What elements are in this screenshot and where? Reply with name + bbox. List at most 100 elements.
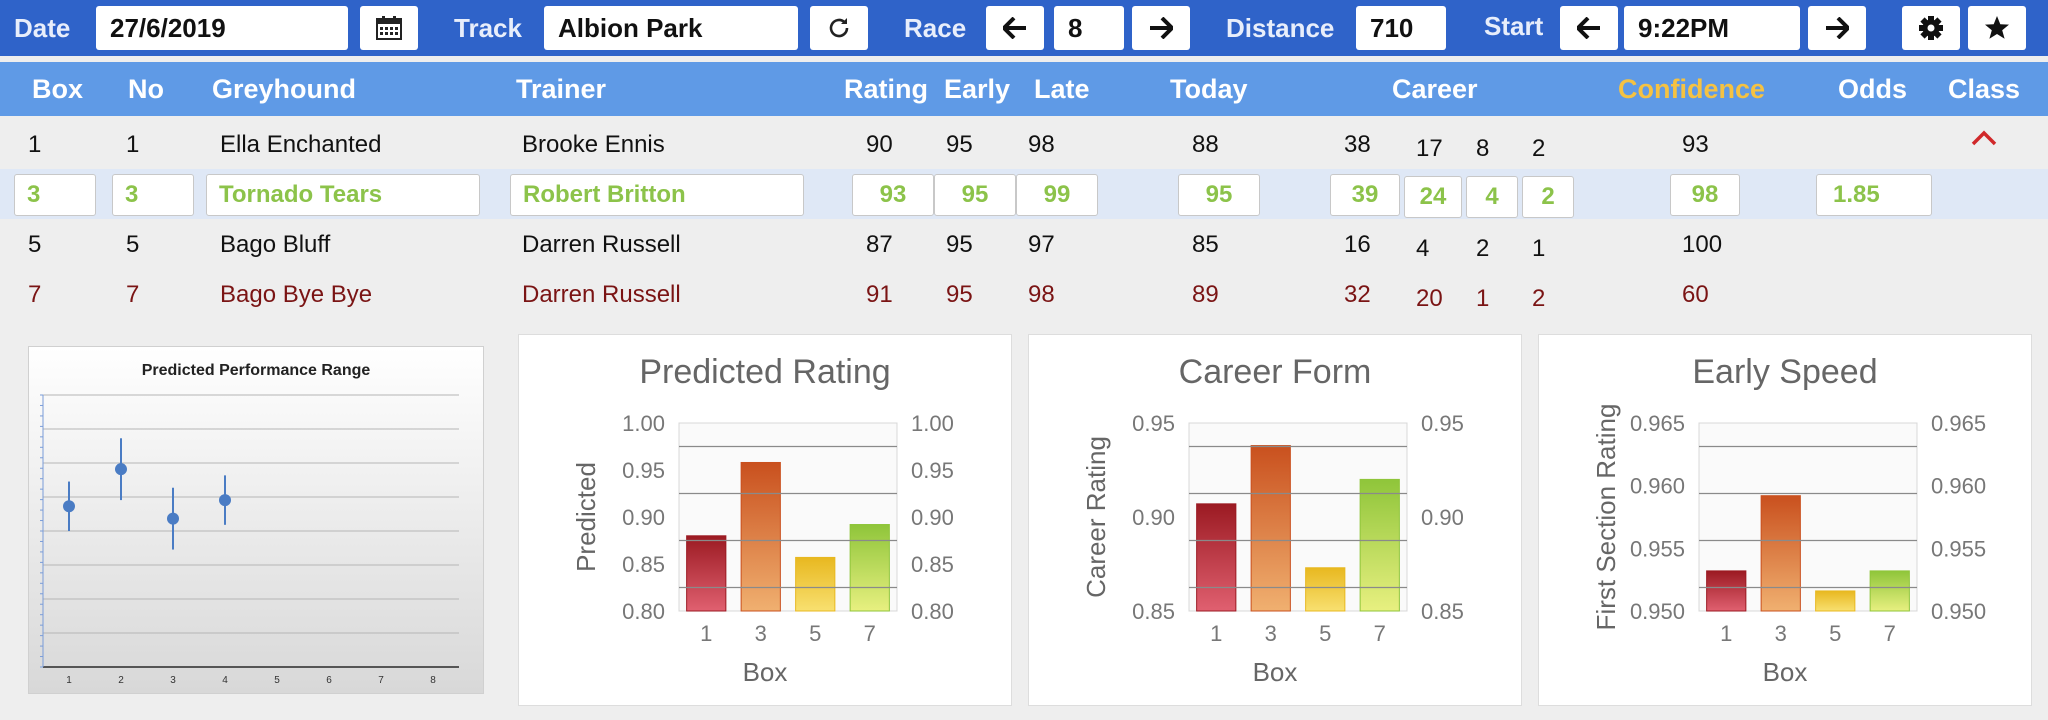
calendar-button[interactable] xyxy=(360,6,418,50)
table-row-selected[interactable]: 3 3 Tornado Tears Robert Britton 93 95 9… xyxy=(0,169,2048,219)
y-tick-label: 0.95 xyxy=(1132,411,1175,436)
y-tick-label: 0.960 xyxy=(1630,474,1685,499)
x-tick-label: 5 xyxy=(1319,621,1331,646)
start-time-input[interactable]: 9:22PM xyxy=(1624,6,1800,50)
confidence-cell: 93 xyxy=(1682,131,1709,158)
today-field[interactable]: 95 xyxy=(1178,174,1260,216)
track-select[interactable]: Albion Park xyxy=(544,6,798,50)
performance-range-chart: Predicted Performance Range 1 2 3 4 5 6 7 8 xyxy=(29,347,483,693)
early-cell: 95 xyxy=(946,281,973,308)
header-late[interactable]: Late xyxy=(1034,74,1090,104)
date-input[interactable]: 27/6/2019 xyxy=(96,6,348,50)
career-starts-cell: 32 xyxy=(1344,281,1371,308)
box-cell: 1 xyxy=(28,131,42,158)
header-today[interactable]: Today xyxy=(1170,74,1248,104)
header-early[interactable]: Early xyxy=(944,74,1011,104)
career-wins-field[interactable]: 24 xyxy=(1404,176,1462,218)
rating-cell: 90 xyxy=(866,131,893,158)
x-tick-label: 5 xyxy=(809,621,821,646)
table-row[interactable]: 5 5 Bago Bluff Darren Russell 87 95 97 8… xyxy=(0,219,2048,269)
bar xyxy=(1706,570,1747,612)
start-prev-button[interactable] xyxy=(1560,6,1618,50)
x-axis-label: Box xyxy=(1253,657,1298,687)
race-next-button[interactable] xyxy=(1132,6,1190,50)
y-tick-label: 0.90 xyxy=(622,505,665,530)
no-field[interactable]: 3 xyxy=(112,174,194,216)
favorite-button[interactable] xyxy=(1968,6,2026,50)
arrow-left-icon xyxy=(1003,17,1026,39)
y2-tick-label: 0.80 xyxy=(911,599,954,624)
early-field[interactable]: 95 xyxy=(934,174,1016,216)
career-seconds-field[interactable]: 4 xyxy=(1466,176,1518,218)
chart-title: Career Form xyxy=(1179,353,1372,391)
performance-range-panel: Predicted Performance Range 1 2 3 4 5 6 7 8 xyxy=(28,346,484,694)
predicted-rating-panel: Predicted Rating 0.80 0.80 0.85 0.85 0.90 0.90… xyxy=(518,334,1012,706)
refresh-button[interactable] xyxy=(810,6,868,50)
x-tick-label: 1 xyxy=(66,675,72,686)
refresh-icon xyxy=(829,18,849,38)
x-axis-label: Box xyxy=(1763,657,1808,687)
chevron-up-icon[interactable] xyxy=(1970,129,1998,147)
y2-tick-label: 0.955 xyxy=(1931,536,1986,561)
rating-field[interactable]: 93 xyxy=(852,174,934,216)
y-tick-label: 0.95 xyxy=(622,458,665,483)
greyhound-cell: Bago Bye Bye xyxy=(220,281,373,308)
bar xyxy=(1869,570,1910,612)
header-odds[interactable]: Odds xyxy=(1838,74,1908,104)
header-box[interactable]: Box xyxy=(32,74,84,104)
y-tick-label: 0.85 xyxy=(622,552,665,577)
table-row[interactable]: 1 1 Ella Enchanted Brooke Ennis 90 95 98… xyxy=(0,119,2048,169)
bar xyxy=(740,461,781,612)
late-cell: 98 xyxy=(1028,131,1055,158)
y-tick-label: 0.965 xyxy=(1630,411,1685,436)
bar xyxy=(1359,478,1400,612)
race-input[interactable]: 8 xyxy=(1054,6,1124,50)
career-thirds-field[interactable]: 2 xyxy=(1522,176,1574,218)
arrow-right-icon xyxy=(1150,17,1173,39)
y-tick-label: 0.950 xyxy=(1630,599,1685,624)
trainer-cell: Brooke Ennis xyxy=(522,131,665,158)
y-axis-label: Predicted xyxy=(571,462,601,572)
today-cell: 88 xyxy=(1192,131,1219,158)
y2-tick-label: 0.90 xyxy=(911,505,954,530)
no-cell: 5 xyxy=(126,231,140,258)
box-field[interactable]: 3 xyxy=(14,174,96,216)
start-next-button[interactable] xyxy=(1808,6,1866,50)
late-cell: 98 xyxy=(1028,281,1055,308)
trainer-field[interactable]: Robert Britton xyxy=(510,174,804,216)
header-confidence[interactable]: Confidence xyxy=(1618,74,1766,104)
y-tick-label: 0.80 xyxy=(622,599,665,624)
arrow-left-icon xyxy=(1577,17,1600,39)
trainer-cell: Darren Russell xyxy=(522,231,681,258)
late-field[interactable]: 99 xyxy=(1016,174,1098,216)
y2-tick-label: 0.950 xyxy=(1931,599,1986,624)
career-seconds-cell: 2 xyxy=(1476,235,1490,262)
greyhound-field[interactable]: Tornado Tears xyxy=(206,174,480,216)
career-starts-cell: 16 xyxy=(1344,231,1371,258)
toolbar: Date 27/6/2019 Track Albion Park Race 8 … xyxy=(0,0,2048,56)
star-icon xyxy=(1985,16,2009,39)
distance-input[interactable]: 710 xyxy=(1356,6,1446,50)
race-prev-button[interactable] xyxy=(986,6,1044,50)
chart-background xyxy=(29,347,483,693)
settings-button[interactable] xyxy=(1902,6,1960,50)
career-starts-field[interactable]: 39 xyxy=(1330,174,1400,216)
table-header: Box No Greyhound Trainer Rating Early La… xyxy=(0,62,2048,116)
no-cell: 7 xyxy=(126,281,140,308)
header-trainer[interactable]: Trainer xyxy=(516,74,607,104)
career-form-panel: Career Form 0.85 0.85 0.90 0.90 0.95 0.95 1 3 5 7 B… xyxy=(1028,334,1522,706)
header-no[interactable]: No xyxy=(128,74,164,104)
header-class[interactable]: Class xyxy=(1948,74,2021,104)
greyhound-cell: Bago Bluff xyxy=(220,231,331,258)
header-rating[interactable]: Rating xyxy=(844,74,928,104)
x-tick-label: 2 xyxy=(118,675,124,686)
distance-label: Distance xyxy=(1226,13,1335,43)
odds-field[interactable]: 1.85 xyxy=(1816,174,1932,216)
confidence-field[interactable]: 98 xyxy=(1670,174,1740,216)
table-row[interactable]: 7 7 Bago Bye Bye Darren Russell 91 95 98… xyxy=(0,269,2048,319)
header-career[interactable]: Career xyxy=(1392,74,1478,104)
chart-title: Predicted Performance Range xyxy=(142,362,371,379)
header-greyhound[interactable]: Greyhound xyxy=(212,74,357,104)
career-seconds-cell: 1 xyxy=(1476,285,1490,312)
x-tick-label: 4 xyxy=(222,675,228,686)
